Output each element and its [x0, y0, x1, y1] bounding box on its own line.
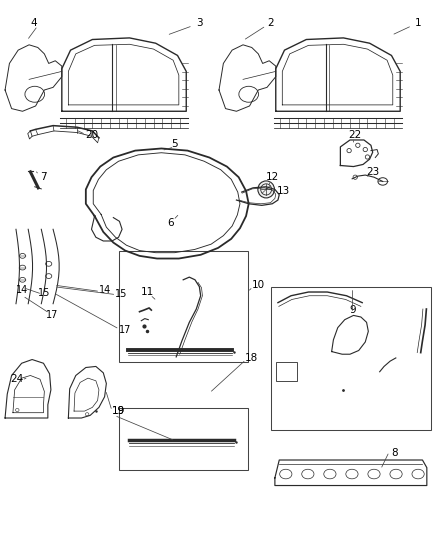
Bar [271, 287, 431, 430]
Text: 17: 17 [46, 310, 58, 320]
Text: 17: 17 [119, 325, 131, 335]
Text: 5: 5 [171, 139, 178, 149]
Text: 6: 6 [167, 218, 173, 228]
Text: 19: 19 [112, 406, 125, 416]
Text: 2: 2 [267, 18, 274, 28]
Text: 15: 15 [38, 288, 50, 298]
Text: 11: 11 [140, 287, 154, 297]
Text: 9: 9 [349, 305, 356, 315]
Text: 12: 12 [265, 172, 279, 182]
Text: 15: 15 [115, 289, 127, 299]
Text: 18: 18 [245, 353, 258, 363]
Bar [120, 408, 248, 470]
Text: 23: 23 [366, 167, 379, 177]
Text: 14: 14 [99, 286, 111, 295]
Ellipse shape [258, 181, 275, 198]
Text: 3: 3 [196, 18, 203, 28]
Text: 4: 4 [30, 18, 37, 28]
Text: 13: 13 [277, 186, 290, 196]
Text: 19: 19 [112, 406, 125, 416]
Bar [120, 251, 248, 362]
Text: 22: 22 [349, 130, 362, 140]
Text: 20: 20 [85, 130, 98, 140]
Text: 8: 8 [391, 448, 398, 457]
Bar [276, 362, 297, 381]
Text: 24: 24 [11, 374, 24, 384]
Text: 7: 7 [40, 172, 47, 182]
Text: 10: 10 [252, 280, 265, 290]
Text: 1: 1 [414, 18, 421, 28]
Text: 14: 14 [15, 286, 28, 295]
